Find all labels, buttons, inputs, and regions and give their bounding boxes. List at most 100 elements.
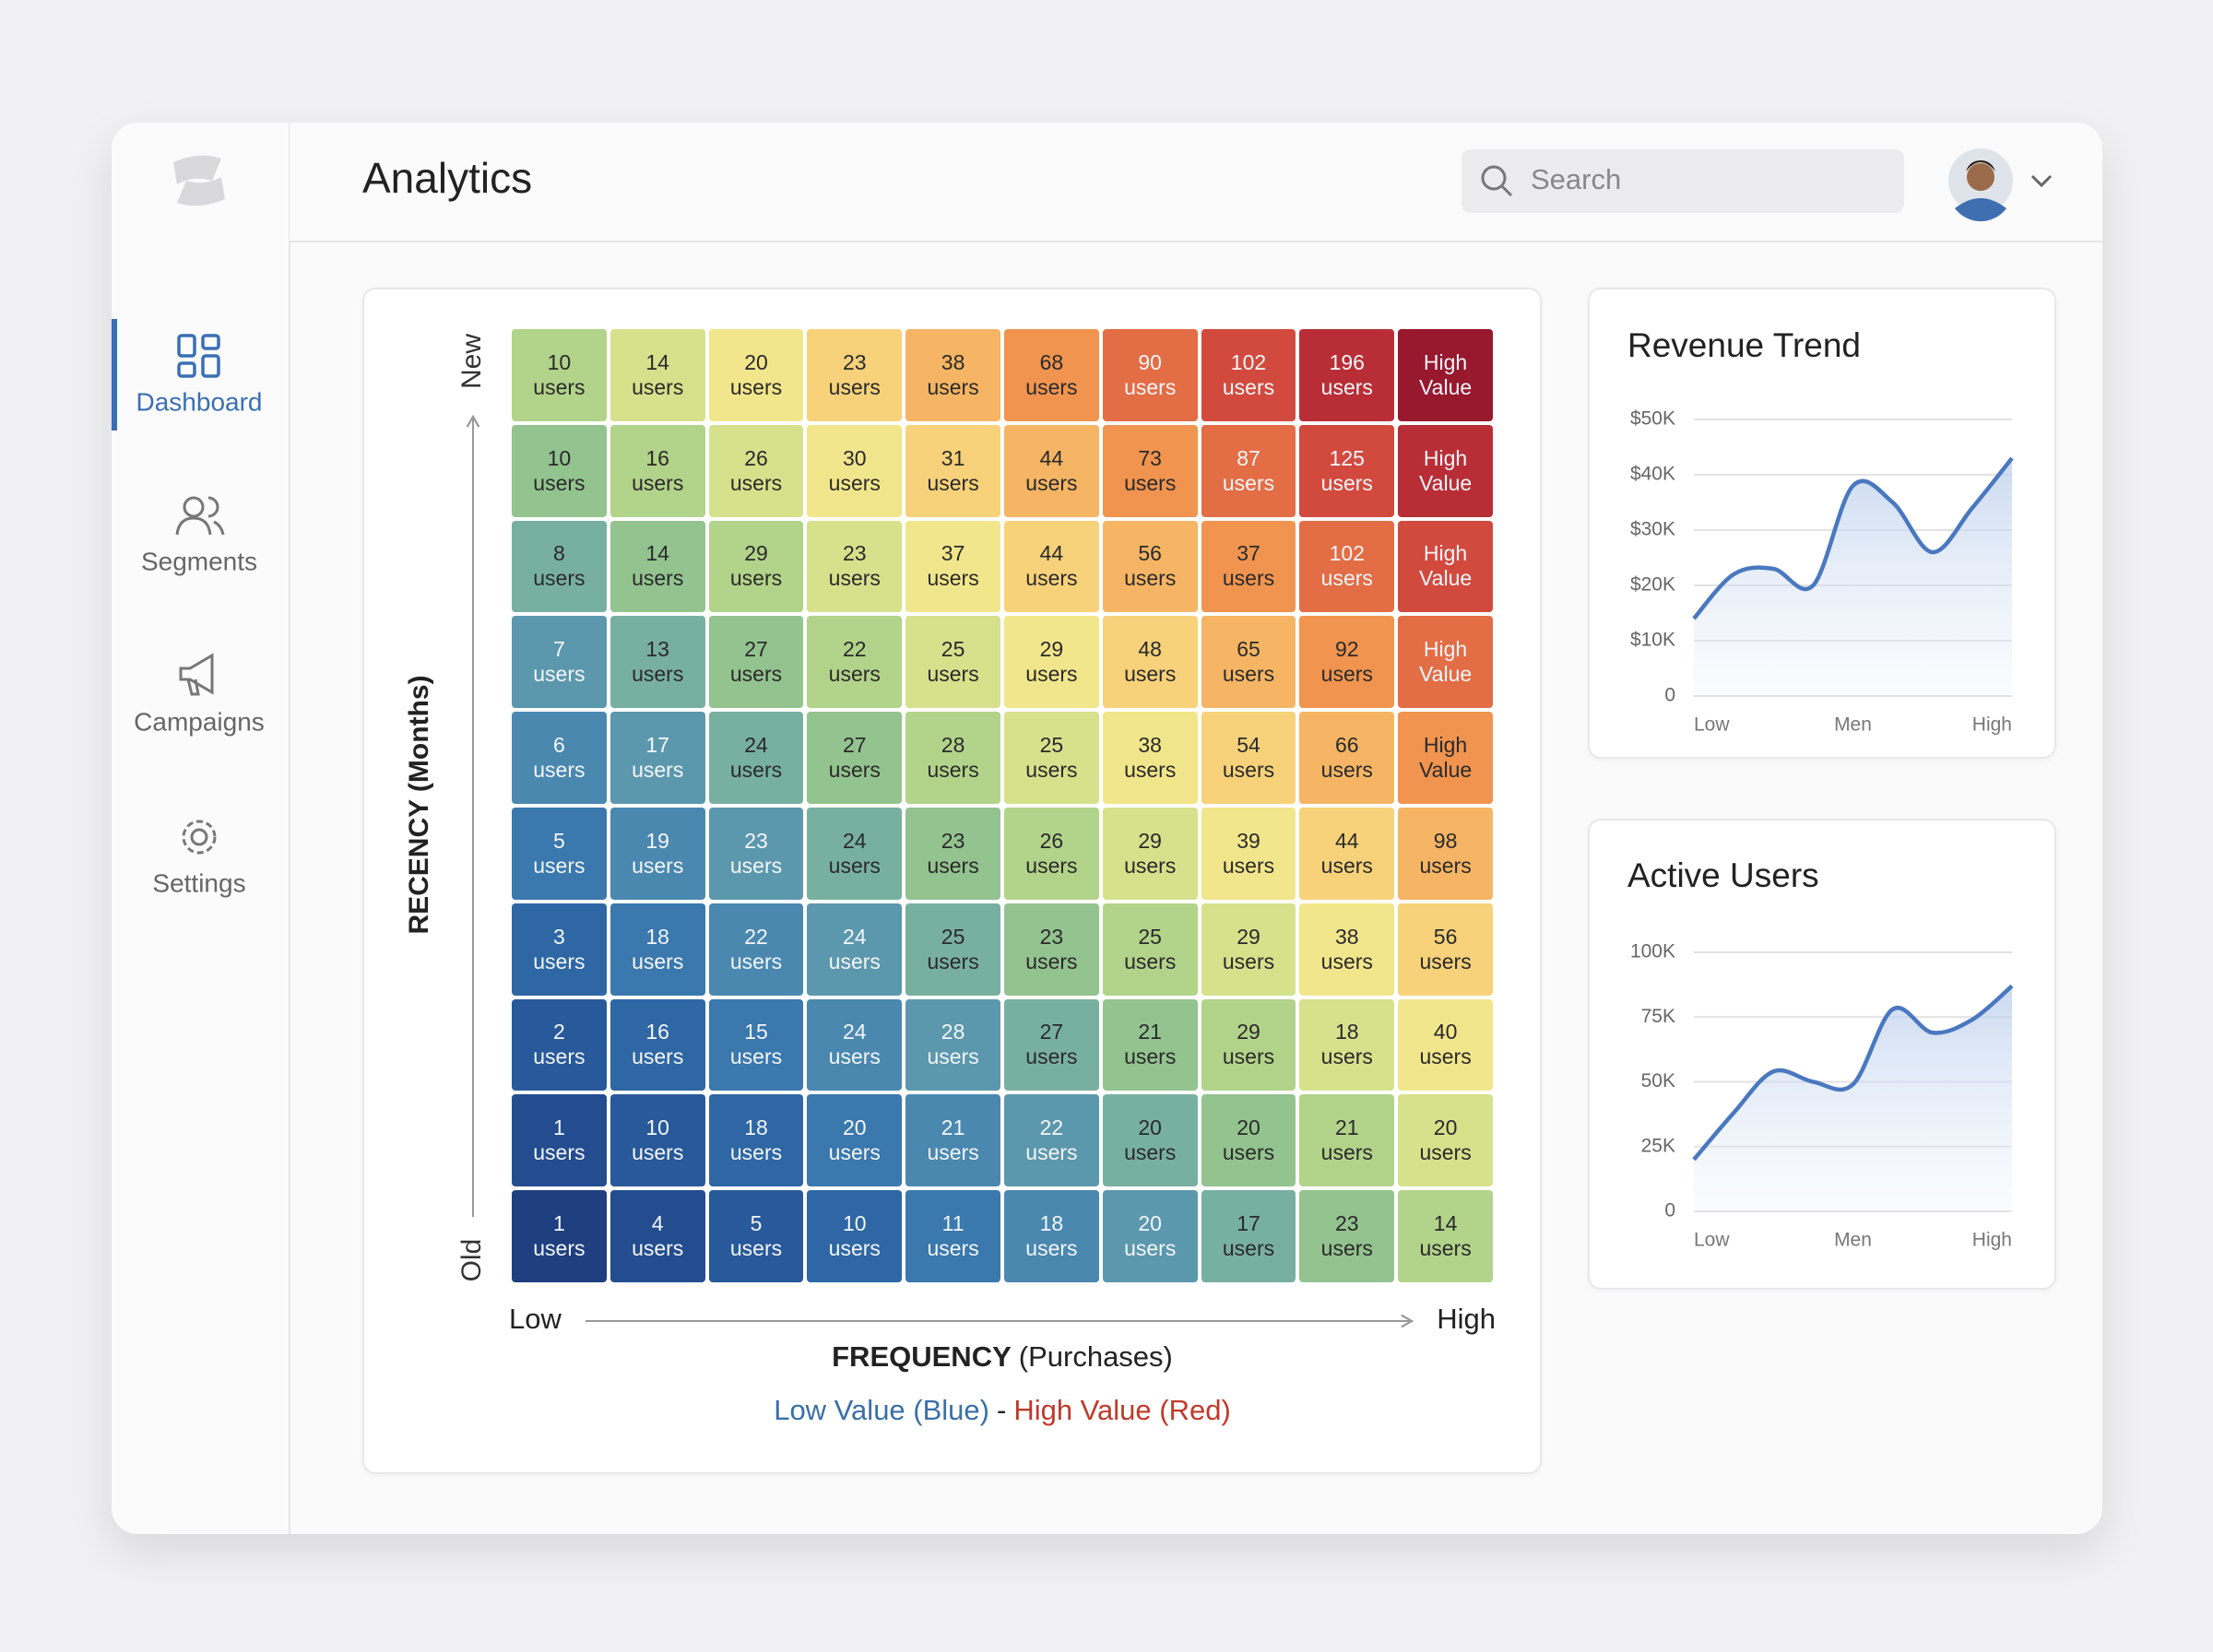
- heatmap-cell: 38 users: [1299, 903, 1395, 996]
- heatmap-cell: 29 users: [1201, 903, 1296, 996]
- cell-label: 20 users: [828, 1115, 881, 1165]
- heatmap-cell: 30 users: [807, 424, 903, 517]
- cell-label: High Value: [1419, 445, 1473, 495]
- heatmap-cell: 3 users: [512, 903, 607, 996]
- heatmap-cell: 28 users: [905, 712, 1000, 804]
- heatmap-cell: 23 users: [1004, 903, 1099, 996]
- cell-label: 25 users: [927, 637, 979, 687]
- cell-label: 20 users: [1124, 1211, 1177, 1261]
- heatmap-cell: 87 users: [1201, 424, 1296, 517]
- heatmap-cell: 29 users: [1201, 998, 1296, 1092]
- heatmap-cell: 22 users: [807, 616, 903, 709]
- heatmap-cell: 24 users: [807, 998, 903, 1092]
- heatmap-cell: 2 users: [512, 998, 607, 1092]
- heatmap-cell: 44 users: [1004, 520, 1099, 613]
- heatmap-cell: 44 users: [1004, 424, 1099, 517]
- heatmap-cell: 5 users: [708, 1190, 804, 1282]
- heatmap-cell: 10 users: [807, 1190, 903, 1282]
- heatmap-cell: 20 users: [1201, 1094, 1296, 1187]
- cell-label: 25 users: [927, 924, 979, 974]
- cell-label: 6 users: [533, 733, 586, 783]
- heatmap-cell: 23 users: [905, 808, 1000, 900]
- cell-label: High Value: [1419, 349, 1473, 399]
- heatmap-cell: 125 users: [1299, 424, 1395, 517]
- cell-label: 31 users: [927, 445, 979, 495]
- cell-label: 24 users: [828, 828, 881, 878]
- heatmap-cell: 38 users: [905, 329, 1000, 421]
- cell-label: 68 users: [1025, 349, 1078, 399]
- cell-label: 22 users: [729, 924, 783, 974]
- heatmap-cell: 27 users: [1004, 998, 1099, 1092]
- heatmap-cell: 8 users: [512, 520, 607, 613]
- cell-label: 27 users: [828, 733, 881, 783]
- cell-label: 26 users: [1025, 828, 1078, 878]
- cell-label: 2 users: [533, 1020, 586, 1069]
- cell-label: 19 users: [632, 828, 684, 878]
- cell-label: 27 users: [729, 637, 783, 687]
- cell-label: 102 users: [1320, 541, 1373, 591]
- heatmap-cell: 98 users: [1398, 808, 1493, 900]
- heatmap-cell: 18 users: [609, 903, 705, 996]
- heatmap-cell: 20 users: [1102, 1190, 1198, 1282]
- cell-label: 13 users: [632, 637, 684, 687]
- cell-label: 25 users: [1025, 733, 1078, 783]
- cell-label: 7 users: [533, 637, 586, 687]
- search-box[interactable]: [1462, 149, 1904, 213]
- heatmap-cell: 18 users: [1299, 998, 1395, 1092]
- heatmap-cell: 29 users: [1004, 616, 1099, 709]
- cell-label: 54 users: [1222, 733, 1275, 783]
- heatmap-cell: 21 users: [905, 1094, 1000, 1187]
- heatmap-cell: High Value: [1398, 329, 1493, 421]
- cell-label: 21 users: [927, 1115, 979, 1165]
- heatmap-cell: 4 users: [609, 1190, 705, 1282]
- cell-label: 73 users: [1124, 445, 1177, 495]
- cell-label: 23 users: [1320, 1211, 1373, 1261]
- heatmap-cell: 27 users: [807, 712, 903, 804]
- heatmap-cell: 54 users: [1201, 712, 1296, 804]
- heatmap-cell: 22 users: [708, 903, 804, 996]
- heatmap-cell: 26 users: [1004, 808, 1099, 900]
- cell-label: 125 users: [1320, 445, 1373, 495]
- heatmap-cell: 56 users: [1398, 903, 1493, 996]
- cell-label: 22 users: [828, 637, 881, 687]
- cell-label: 22 users: [1025, 1115, 1078, 1165]
- cell-label: 20 users: [1222, 1115, 1275, 1165]
- cell-label: 28 users: [927, 733, 979, 783]
- heatmap-cell: 23 users: [807, 520, 903, 613]
- heatmap-cell: 37 users: [1201, 520, 1296, 613]
- heatmap-cell: 14 users: [609, 520, 705, 613]
- cell-label: 10 users: [533, 445, 586, 495]
- cell-label: 38 users: [927, 349, 979, 399]
- cell-label: High Value: [1419, 637, 1473, 687]
- cell-label: 23 users: [1025, 924, 1078, 974]
- cell-label: 8 users: [533, 541, 586, 591]
- cell-label: 24 users: [729, 733, 783, 783]
- heatmap-cell: 24 users: [807, 903, 903, 996]
- heatmap-cell: 28 users: [905, 998, 1000, 1092]
- heatmap-cell: 14 users: [609, 329, 705, 421]
- heatmap-cell: 18 users: [708, 1094, 804, 1187]
- heatmap-cell: 39 users: [1201, 808, 1296, 900]
- cell-label: 11 users: [927, 1211, 979, 1261]
- cell-label: 44 users: [1025, 541, 1078, 591]
- cell-label: 3 users: [533, 924, 586, 974]
- cell-label: 5 users: [729, 1211, 783, 1261]
- cell-label: 39 users: [1222, 828, 1275, 878]
- cell-label: 20 users: [1124, 1115, 1177, 1165]
- heatmap-cell: 25 users: [905, 903, 1000, 996]
- cell-label: 38 users: [1320, 924, 1373, 974]
- cell-label: 37 users: [927, 541, 979, 591]
- cell-label: 26 users: [729, 445, 783, 495]
- heatmap-cell: 11 users: [905, 1190, 1000, 1282]
- heatmap-cell: 24 users: [708, 712, 804, 804]
- heatmap-cell: 29 users: [1102, 808, 1198, 900]
- cell-label: 98 users: [1419, 828, 1472, 878]
- heatmap-cell: 38 users: [1102, 712, 1198, 804]
- cell-label: 4 users: [632, 1211, 684, 1261]
- cell-label: 16 users: [632, 1020, 684, 1069]
- cell-label: 14 users: [632, 349, 684, 399]
- heatmap-cell: 17 users: [1201, 1190, 1296, 1282]
- heatmap-cell: 25 users: [1004, 712, 1099, 804]
- heatmap-cell: 25 users: [905, 616, 1000, 709]
